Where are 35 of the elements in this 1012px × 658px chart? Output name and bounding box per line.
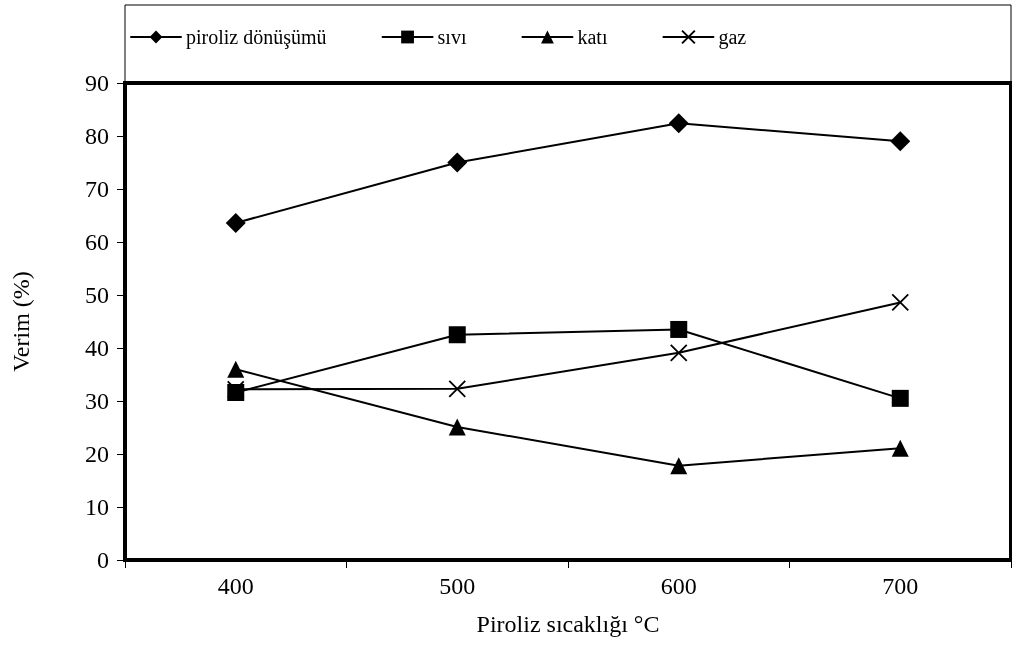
y-tick-label: 0 xyxy=(97,547,109,573)
point xyxy=(448,418,466,436)
y-axis-title: Verim (%) xyxy=(8,271,34,372)
x-axis-title: Piroliz sıcaklığı °C xyxy=(476,611,660,637)
point xyxy=(891,389,909,407)
point xyxy=(225,212,246,233)
x-tick-label: 500 xyxy=(439,573,476,599)
y-tick-label: 70 xyxy=(85,176,109,202)
legend-label: gaz xyxy=(718,26,747,49)
point xyxy=(668,113,689,134)
point xyxy=(670,457,688,475)
point xyxy=(891,439,909,457)
y-tick-label: 90 xyxy=(85,70,109,96)
point xyxy=(890,131,911,152)
legend-label: katı xyxy=(577,26,608,48)
point xyxy=(669,343,688,362)
point xyxy=(226,380,245,399)
y-tick-label: 50 xyxy=(85,282,109,308)
y-tick-label: 10 xyxy=(85,494,109,520)
y-tick-label: 30 xyxy=(85,388,109,414)
y-tick-label: 20 xyxy=(85,441,109,467)
x-tick-label: 400 xyxy=(217,573,254,599)
point xyxy=(670,320,688,338)
x-tick-label: 700 xyxy=(882,573,919,599)
y-tick-label: 40 xyxy=(85,335,109,361)
x-tick-label: 600 xyxy=(660,573,697,599)
point xyxy=(448,326,466,344)
legend-label: sıvı xyxy=(437,26,467,48)
point xyxy=(447,152,468,173)
legend-label: piroliz dönüşümü xyxy=(186,26,327,49)
point xyxy=(448,379,467,398)
y-tick-label: 60 xyxy=(85,229,109,255)
y-tick-label: 80 xyxy=(85,123,109,149)
point xyxy=(227,360,245,378)
point xyxy=(891,293,910,312)
